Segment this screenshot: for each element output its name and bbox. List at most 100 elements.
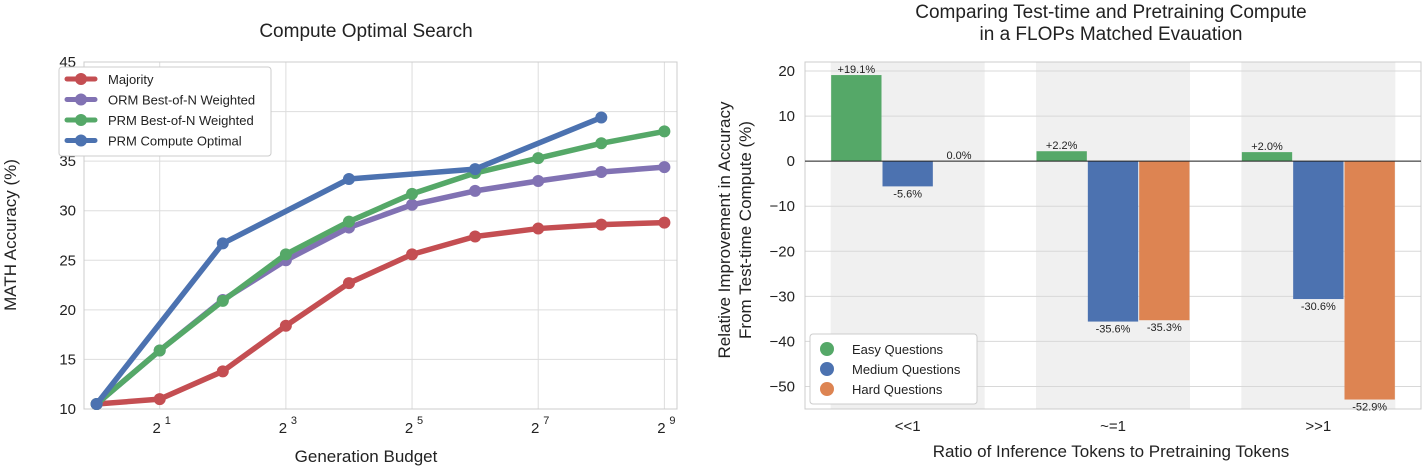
series-line-orm-best-of-n-weighted (93, 164, 668, 407)
left-x-tick-exponent: 5 (417, 415, 423, 427)
series-point-prm-best-of-n-weighted (342, 215, 355, 228)
right-plot-frame (804, 61, 1422, 410)
right-y-tick-label: 20 (778, 63, 795, 80)
legend-entry-easy-questions: Easy Questions (820, 342, 944, 357)
right-x-ticks: <<1 ~=1 >>1 (895, 418, 1332, 435)
series-line-majority (93, 219, 668, 407)
series-point-orm-best-of-n-weighted (469, 184, 482, 197)
legend-entry-hard-questions: Hard Questions (820, 382, 943, 397)
series-point-orm-best-of-n-weighted (595, 166, 608, 179)
bar-label-hard-questions: 0.0% (946, 150, 971, 162)
right-bar-labels: +19.1% -5.6% 0.0% +2.2% -35.6% -35.3% +2.0% -30… (838, 64, 1388, 413)
series-prm-compute-optimal (90, 111, 608, 411)
bar-medium-questions (1087, 161, 1139, 322)
left-y-tick-label: 25 (59, 252, 76, 269)
series-point-prm-best-of-n-weighted (279, 248, 292, 261)
left-plot-frame (83, 61, 678, 410)
series-point-prm-best-of-n-weighted (658, 125, 671, 138)
left-x-tick-base: 2 (405, 420, 413, 437)
legend-label: Majority (108, 72, 154, 87)
bar-label-easy-questions: +19.1% (838, 64, 876, 76)
bar-hard-questions (1344, 161, 1395, 400)
left-x-tick-base: 2 (657, 420, 665, 437)
left-x-tick-exponent: 7 (543, 415, 549, 427)
right-y-tick-label: −30 (770, 288, 795, 305)
series-point-prm-best-of-n-weighted (532, 152, 545, 165)
series-point-majority (216, 365, 229, 378)
bar-label-hard-questions: -35.3% (1147, 322, 1182, 334)
legend-label: PRM Best-of-N Weighted (108, 113, 254, 128)
series-point-majority (469, 230, 482, 243)
legend-entry-majority: Majority (64, 72, 154, 87)
bar-label-easy-questions: +2.0% (1251, 141, 1283, 153)
series-point-prm-best-of-n-weighted (153, 344, 166, 357)
right-chart: Comparing Test-time and Pretraining Comp… (715, 2, 1422, 461)
series-point-prm-compute-optimal (595, 111, 608, 124)
left-series (90, 111, 671, 411)
series-majority (90, 216, 671, 411)
right-y-tick-label: −10 (770, 198, 795, 215)
legend-entry-orm-best-of-n-weighted: ORM Best-of-N Weighted (64, 93, 255, 108)
bar-label-medium-questions: -5.6% (893, 188, 922, 200)
left-x-tick-base: 2 (153, 420, 161, 437)
legend-label: Medium Questions (852, 362, 961, 377)
right-y-ticks: 20 10 0 −10 −20 −30 −40 −50 (770, 63, 795, 395)
legend-swatch-marker (75, 114, 87, 126)
bar-easy-questions (1036, 151, 1087, 162)
series-point-majority (153, 393, 166, 406)
left-x-tick-exponent: 9 (669, 415, 675, 427)
bar-label-hard-questions: -52.9% (1352, 402, 1387, 414)
right-legend-box (809, 333, 978, 405)
bar-medium-questions (882, 161, 933, 187)
series-point-prm-compute-optimal (342, 172, 355, 185)
left-y-tick-label: 20 (59, 302, 76, 319)
series-point-majority (658, 216, 671, 229)
right-x-tick-label: >>1 (1305, 418, 1331, 435)
series-point-majority (279, 319, 292, 332)
series-point-prm-compute-optimal (90, 398, 103, 411)
series-line-prm-best-of-n-weighted (93, 128, 668, 407)
series-point-orm-best-of-n-weighted (658, 161, 671, 174)
right-x-axis-label: Ratio of Inference Tokens to Pretraining… (933, 442, 1290, 461)
legend-entry-prm-compute-optimal: PRM Compute Optimal (64, 134, 242, 149)
series-point-prm-best-of-n-weighted (406, 187, 419, 200)
left-legend-box (58, 66, 272, 157)
right-x-tick-label: ~=1 (1100, 418, 1126, 435)
left-x-tick-exponent: 1 (165, 415, 171, 427)
legend-entry-prm-best-of-n-weighted: PRM Best-of-N Weighted (64, 113, 254, 128)
series-orm-best-of-n-weighted (90, 161, 671, 411)
series-point-orm-best-of-n-weighted (406, 198, 419, 211)
bar-label-easy-questions: +2.2% (1046, 140, 1078, 152)
bar-label-medium-questions: -35.6% (1096, 324, 1131, 336)
bar-hard-questions (1139, 161, 1190, 321)
series-point-prm-compute-optimal (469, 163, 482, 176)
legend-swatch-marker (820, 362, 834, 376)
left-y-tick-label: 30 (59, 203, 76, 220)
right-bars (831, 75, 1395, 400)
left-x-tick-exponent: 3 (291, 415, 297, 427)
right-y-tick-label: 10 (778, 108, 795, 125)
right-legend: Easy Questions Medium Questions Hard Quest… (809, 333, 978, 405)
series-point-prm-best-of-n-weighted (216, 294, 229, 307)
right-y-axis-label: Relative Improvement in Accuracy From Te… (715, 101, 755, 358)
left-y-tick-label: 15 (59, 351, 76, 368)
legend-label: ORM Best-of-N Weighted (108, 93, 255, 108)
left-x-tick-base: 2 (279, 420, 287, 437)
legend-label: Easy Questions (852, 342, 944, 357)
right-y-tick-label: −40 (770, 333, 795, 350)
left-chart: Compute Optimal Search 1015202530354045 … (1, 21, 678, 466)
right-y-tick-label: 0 (787, 153, 795, 170)
legend-swatch-marker (75, 134, 87, 147)
right-x-tick-label: <<1 (895, 418, 921, 435)
legend-entry-medium-questions: Medium Questions (820, 362, 961, 377)
left-x-tick-base: 2 (531, 420, 539, 437)
bar-easy-questions (831, 75, 882, 162)
legend-swatch-marker (75, 93, 87, 106)
